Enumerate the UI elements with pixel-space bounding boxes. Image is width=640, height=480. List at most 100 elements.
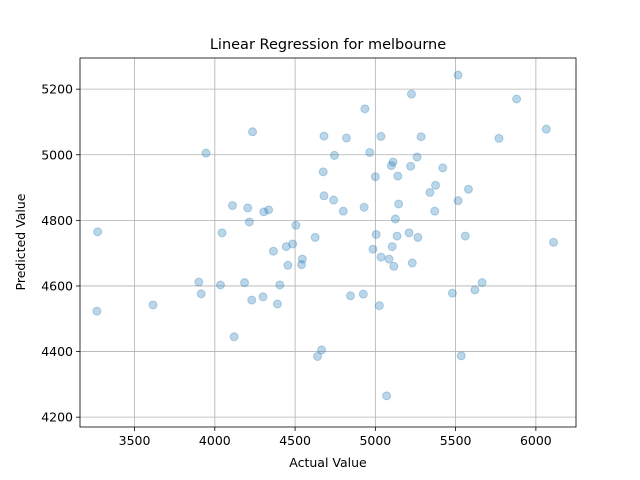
y-tick-label: 5000 — [41, 147, 73, 162]
data-point — [288, 239, 298, 249]
data-point — [244, 217, 254, 227]
data-point — [196, 289, 206, 299]
data-point — [406, 161, 416, 171]
data-point — [92, 306, 102, 316]
data-point — [264, 205, 274, 215]
data-point — [194, 277, 204, 287]
plot-frame — [79, 57, 577, 428]
data-point — [310, 232, 320, 242]
data-point — [345, 291, 355, 301]
data-point — [412, 152, 422, 162]
data-point — [341, 133, 351, 143]
data-point — [329, 150, 339, 160]
data-point — [463, 184, 473, 194]
axis-ticks: 3500 4000 4500 5000 5500 6000 4200 4400 4600 4800… — [41, 82, 552, 448]
data-point — [387, 242, 397, 252]
data-point — [215, 280, 225, 290]
data-point — [319, 131, 329, 141]
data-point — [281, 242, 291, 252]
data-point — [258, 292, 268, 302]
x-axis-label: Actual Value — [289, 455, 367, 470]
x-tick-label: 5500 — [440, 433, 472, 448]
data-point — [541, 124, 551, 134]
data-point — [365, 147, 375, 157]
data-point — [406, 89, 416, 99]
grid — [80, 58, 576, 427]
data-point — [291, 220, 301, 230]
data-point — [494, 133, 504, 143]
data-points — [92, 70, 559, 401]
data-point — [388, 157, 398, 167]
data-point — [549, 237, 559, 247]
data-point — [358, 289, 368, 299]
data-point — [248, 127, 258, 137]
data-point — [376, 131, 386, 141]
data-point — [425, 187, 435, 197]
data-point — [243, 203, 253, 213]
data-point — [268, 246, 278, 256]
data-point — [390, 214, 400, 224]
data-point — [313, 351, 323, 361]
data-point — [447, 288, 457, 298]
data-point — [416, 132, 426, 142]
x-tick-label: 5000 — [359, 433, 391, 448]
data-point — [460, 231, 470, 241]
data-point — [376, 252, 386, 262]
data-point — [329, 195, 339, 205]
data-point — [319, 191, 329, 201]
data-point — [384, 254, 394, 264]
data-point — [360, 104, 370, 114]
x-tick-label: 4500 — [279, 433, 311, 448]
data-point — [359, 202, 369, 212]
y-axis-label: Predicted Value — [13, 193, 28, 290]
y-tick-label: 4200 — [41, 410, 73, 425]
data-point — [404, 228, 414, 238]
data-point — [470, 285, 480, 295]
data-point — [456, 351, 466, 361]
data-point — [370, 172, 380, 182]
data-point — [477, 278, 487, 288]
data-point — [272, 299, 282, 309]
data-point — [453, 70, 463, 80]
data-point — [512, 94, 522, 104]
data-point — [382, 391, 392, 401]
data-point — [386, 161, 396, 171]
data-point — [371, 229, 381, 239]
data-point — [338, 206, 348, 216]
data-point — [407, 258, 417, 268]
y-tick-label: 4400 — [41, 344, 73, 359]
data-point — [431, 180, 441, 190]
data-point — [297, 260, 307, 270]
y-tick-label: 5200 — [41, 82, 73, 97]
data-point — [453, 196, 463, 206]
data-point — [148, 300, 158, 310]
x-tick-label: 6000 — [520, 433, 552, 448]
data-point — [438, 163, 448, 173]
data-point — [217, 228, 227, 238]
y-tick-label: 4600 — [41, 278, 73, 293]
data-point — [275, 280, 285, 290]
x-tick-label: 4000 — [199, 433, 231, 448]
data-point — [283, 260, 293, 270]
chart-title: Linear Regression for melbourne — [210, 37, 446, 53]
data-point — [317, 345, 327, 355]
data-point — [413, 232, 423, 242]
data-point — [240, 278, 250, 288]
data-point — [394, 199, 404, 209]
data-point — [318, 167, 328, 177]
data-point — [247, 295, 257, 305]
data-point — [259, 207, 269, 217]
data-point — [374, 301, 384, 311]
data-point — [227, 201, 237, 211]
x-tick-label: 3500 — [119, 433, 151, 448]
data-point — [297, 254, 307, 264]
data-point — [393, 171, 403, 181]
data-point — [389, 261, 399, 271]
data-point — [430, 206, 440, 216]
y-tick-label: 4800 — [41, 213, 73, 228]
data-point — [201, 148, 211, 158]
data-point — [368, 244, 378, 254]
data-point — [392, 231, 402, 241]
